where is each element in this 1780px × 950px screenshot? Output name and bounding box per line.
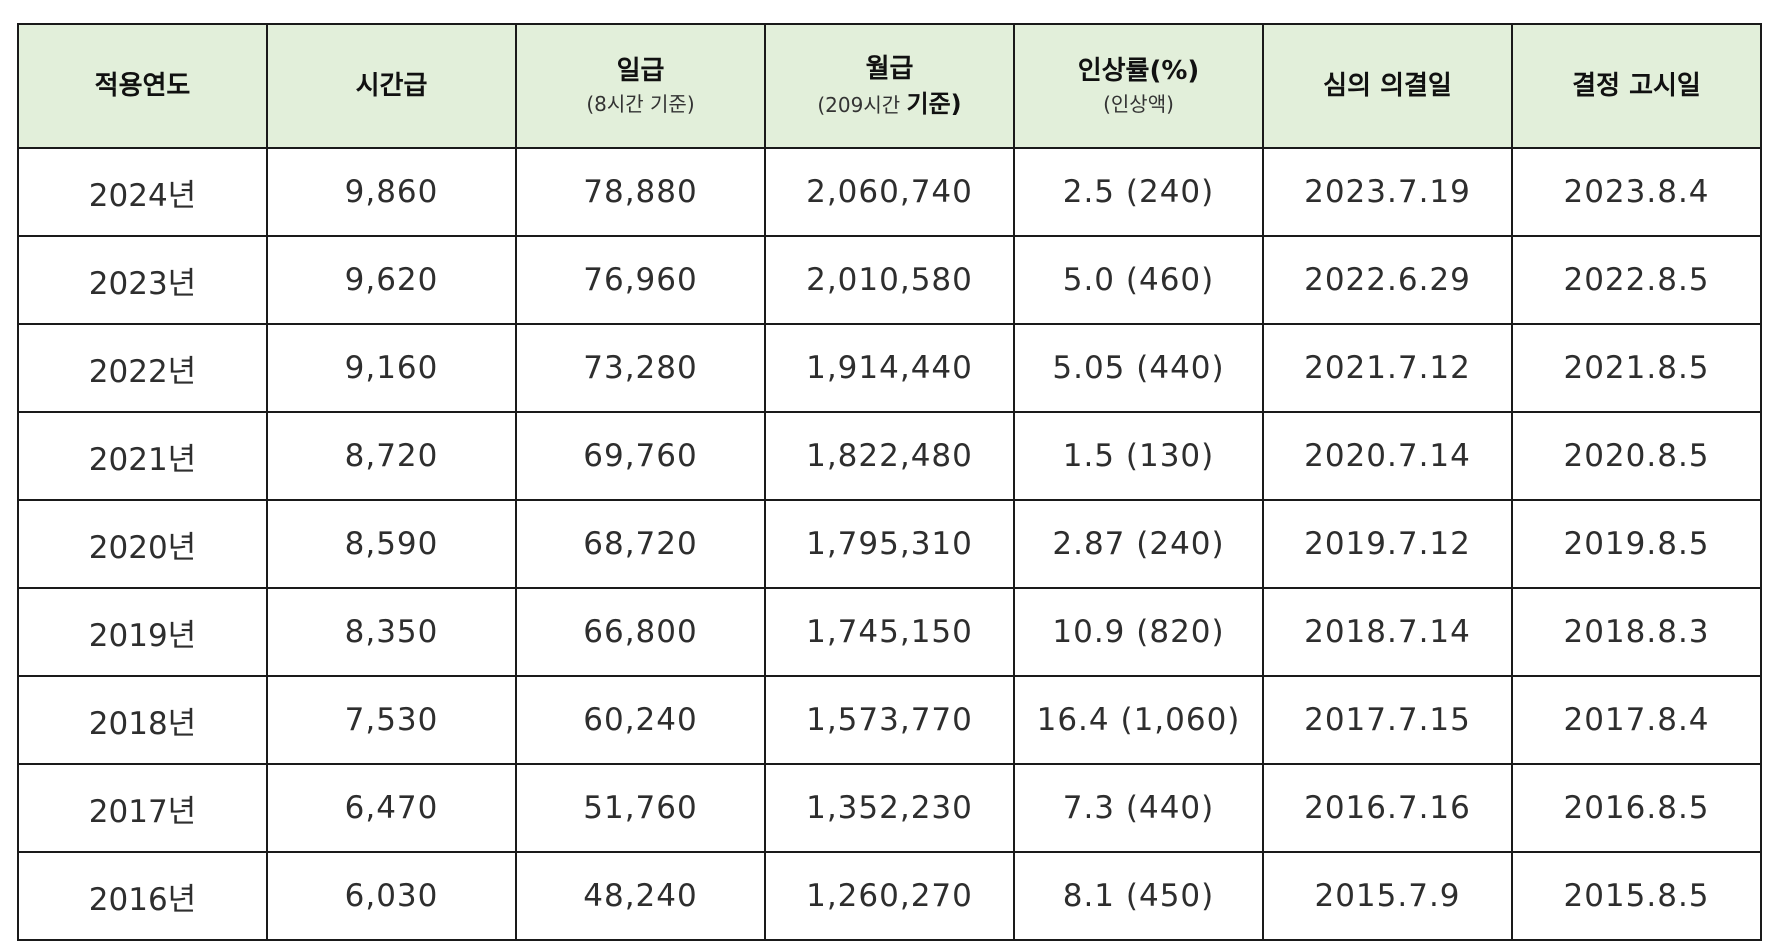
cell-year: 2022년 [17, 323, 268, 413]
cell-decision-date: 2015.7.9 [1262, 851, 1513, 941]
cell-monthly: 1,573,770 [764, 675, 1015, 765]
cell-daily: 78,880 [515, 147, 766, 237]
cell-notice-date: 2020.8.5 [1511, 411, 1762, 501]
cell-rate: 1.5 (130) [1013, 411, 1264, 501]
cell-hourly: 8,590 [266, 499, 517, 589]
table-row: 2024년 9,860 78,880 2,060,740 2.5 (240) 2… [17, 147, 1762, 237]
header-daily-label: 일급 [616, 56, 665, 87]
cell-hourly: 7,530 [266, 675, 517, 765]
table-row: 2023년 9,620 76,960 2,010,580 5.0 (460) 2… [17, 235, 1762, 325]
table-row: 2020년 8,590 68,720 1,795,310 2.87 (240) … [17, 499, 1762, 589]
cell-monthly: 2,060,740 [764, 147, 1015, 237]
cell-decision-date: 2021.7.12 [1262, 323, 1513, 413]
cell-rate: 5.05 (440) [1013, 323, 1264, 413]
cell-year: 2024년 [17, 147, 268, 237]
cell-daily: 51,760 [515, 763, 766, 853]
cell-hourly: 9,620 [266, 235, 517, 325]
table-row: 2019년 8,350 66,800 1,745,150 10.9 (820) … [17, 587, 1762, 677]
table-header: 적용연도 시간급 일급 (8시간 기준) 월급 (209시간 기준) 인상률(%… [17, 23, 1762, 149]
cell-decision-date: 2020.7.14 [1262, 411, 1513, 501]
table-row: 2017년 6,470 51,760 1,352,230 7.3 (440) 2… [17, 763, 1762, 853]
cell-hourly: 8,350 [266, 587, 517, 677]
cell-rate: 10.9 (820) [1013, 587, 1264, 677]
cell-hourly: 9,160 [266, 323, 517, 413]
cell-monthly: 1,260,270 [764, 851, 1015, 941]
cell-daily: 68,720 [515, 499, 766, 589]
header-daily: 일급 (8시간 기준) [515, 23, 766, 149]
cell-notice-date: 2019.8.5 [1511, 499, 1762, 589]
header-row: 적용연도 시간급 일급 (8시간 기준) 월급 (209시간 기준) 인상률(%… [17, 23, 1762, 149]
header-monthly-sub: (209시간 기준) [766, 89, 1013, 119]
cell-daily: 69,760 [515, 411, 766, 501]
cell-notice-date: 2017.8.4 [1511, 675, 1762, 765]
cell-decision-date: 2016.7.16 [1262, 763, 1513, 853]
cell-year: 2021년 [17, 411, 268, 501]
cell-rate: 16.4 (1,060) [1013, 675, 1264, 765]
cell-decision-date: 2022.6.29 [1262, 235, 1513, 325]
cell-daily: 73,280 [515, 323, 766, 413]
header-decision-date: 심의 의결일 [1262, 23, 1513, 149]
cell-rate: 2.5 (240) [1013, 147, 1264, 237]
cell-rate: 7.3 (440) [1013, 763, 1264, 853]
cell-notice-date: 2016.8.5 [1511, 763, 1762, 853]
cell-rate: 5.0 (460) [1013, 235, 1264, 325]
cell-hourly: 9,860 [266, 147, 517, 237]
cell-decision-date: 2018.7.14 [1262, 587, 1513, 677]
cell-notice-date: 2021.8.5 [1511, 323, 1762, 413]
table-body: 2024년 9,860 78,880 2,060,740 2.5 (240) 2… [17, 147, 1762, 941]
cell-daily: 60,240 [515, 675, 766, 765]
cell-daily: 76,960 [515, 235, 766, 325]
cell-notice-date: 2022.8.5 [1511, 235, 1762, 325]
header-monthly-label: 월급 [865, 53, 914, 84]
header-hourly: 시간급 [266, 23, 517, 149]
cell-year: 2019년 [17, 587, 268, 677]
cell-decision-date: 2019.7.12 [1262, 499, 1513, 589]
cell-monthly: 1,352,230 [764, 763, 1015, 853]
cell-daily: 48,240 [515, 851, 766, 941]
cell-notice-date: 2023.8.4 [1511, 147, 1762, 237]
cell-monthly: 1,795,310 [764, 499, 1015, 589]
cell-decision-date: 2023.7.19 [1262, 147, 1513, 237]
header-monthly-sub-text: (209시간 [817, 93, 907, 118]
header-rate-sub: (인상액) [1103, 91, 1174, 116]
cell-year: 2018년 [17, 675, 268, 765]
cell-year: 2023년 [17, 235, 268, 325]
table-row: 2016년 6,030 48,240 1,260,270 8.1 (450) 2… [17, 851, 1762, 941]
minimum-wage-table: 적용연도 시간급 일급 (8시간 기준) 월급 (209시간 기준) 인상률(%… [17, 23, 1762, 941]
cell-daily: 66,800 [515, 587, 766, 677]
table-row: 2018년 7,530 60,240 1,573,770 16.4 (1,060… [17, 675, 1762, 765]
cell-rate: 8.1 (450) [1013, 851, 1264, 941]
cell-hourly: 6,470 [266, 763, 517, 853]
cell-monthly: 1,914,440 [764, 323, 1015, 413]
header-year: 적용연도 [17, 23, 268, 149]
table-row: 2021년 8,720 69,760 1,822,480 1.5 (130) 2… [17, 411, 1762, 501]
header-notice-date: 결정 고시일 [1511, 23, 1762, 149]
cell-year: 2020년 [17, 499, 268, 589]
cell-rate: 2.87 (240) [1013, 499, 1264, 589]
cell-monthly: 1,745,150 [764, 587, 1015, 677]
header-monthly-sub-bold: 기준) [906, 90, 962, 119]
cell-hourly: 6,030 [266, 851, 517, 941]
cell-decision-date: 2017.7.15 [1262, 675, 1513, 765]
table-row: 2022년 9,160 73,280 1,914,440 5.05 (440) … [17, 323, 1762, 413]
cell-monthly: 2,010,580 [764, 235, 1015, 325]
cell-year: 2017년 [17, 763, 268, 853]
cell-monthly: 1,822,480 [764, 411, 1015, 501]
cell-notice-date: 2018.8.3 [1511, 587, 1762, 677]
header-rate-label: 인상률(%) [1077, 56, 1200, 87]
header-monthly: 월급 (209시간 기준) [764, 23, 1015, 149]
header-daily-sub: (8시간 기준) [586, 91, 695, 116]
header-rate: 인상률(%) (인상액) [1013, 23, 1264, 149]
cell-hourly: 8,720 [266, 411, 517, 501]
cell-notice-date: 2015.8.5 [1511, 851, 1762, 941]
cell-year: 2016년 [17, 851, 268, 941]
